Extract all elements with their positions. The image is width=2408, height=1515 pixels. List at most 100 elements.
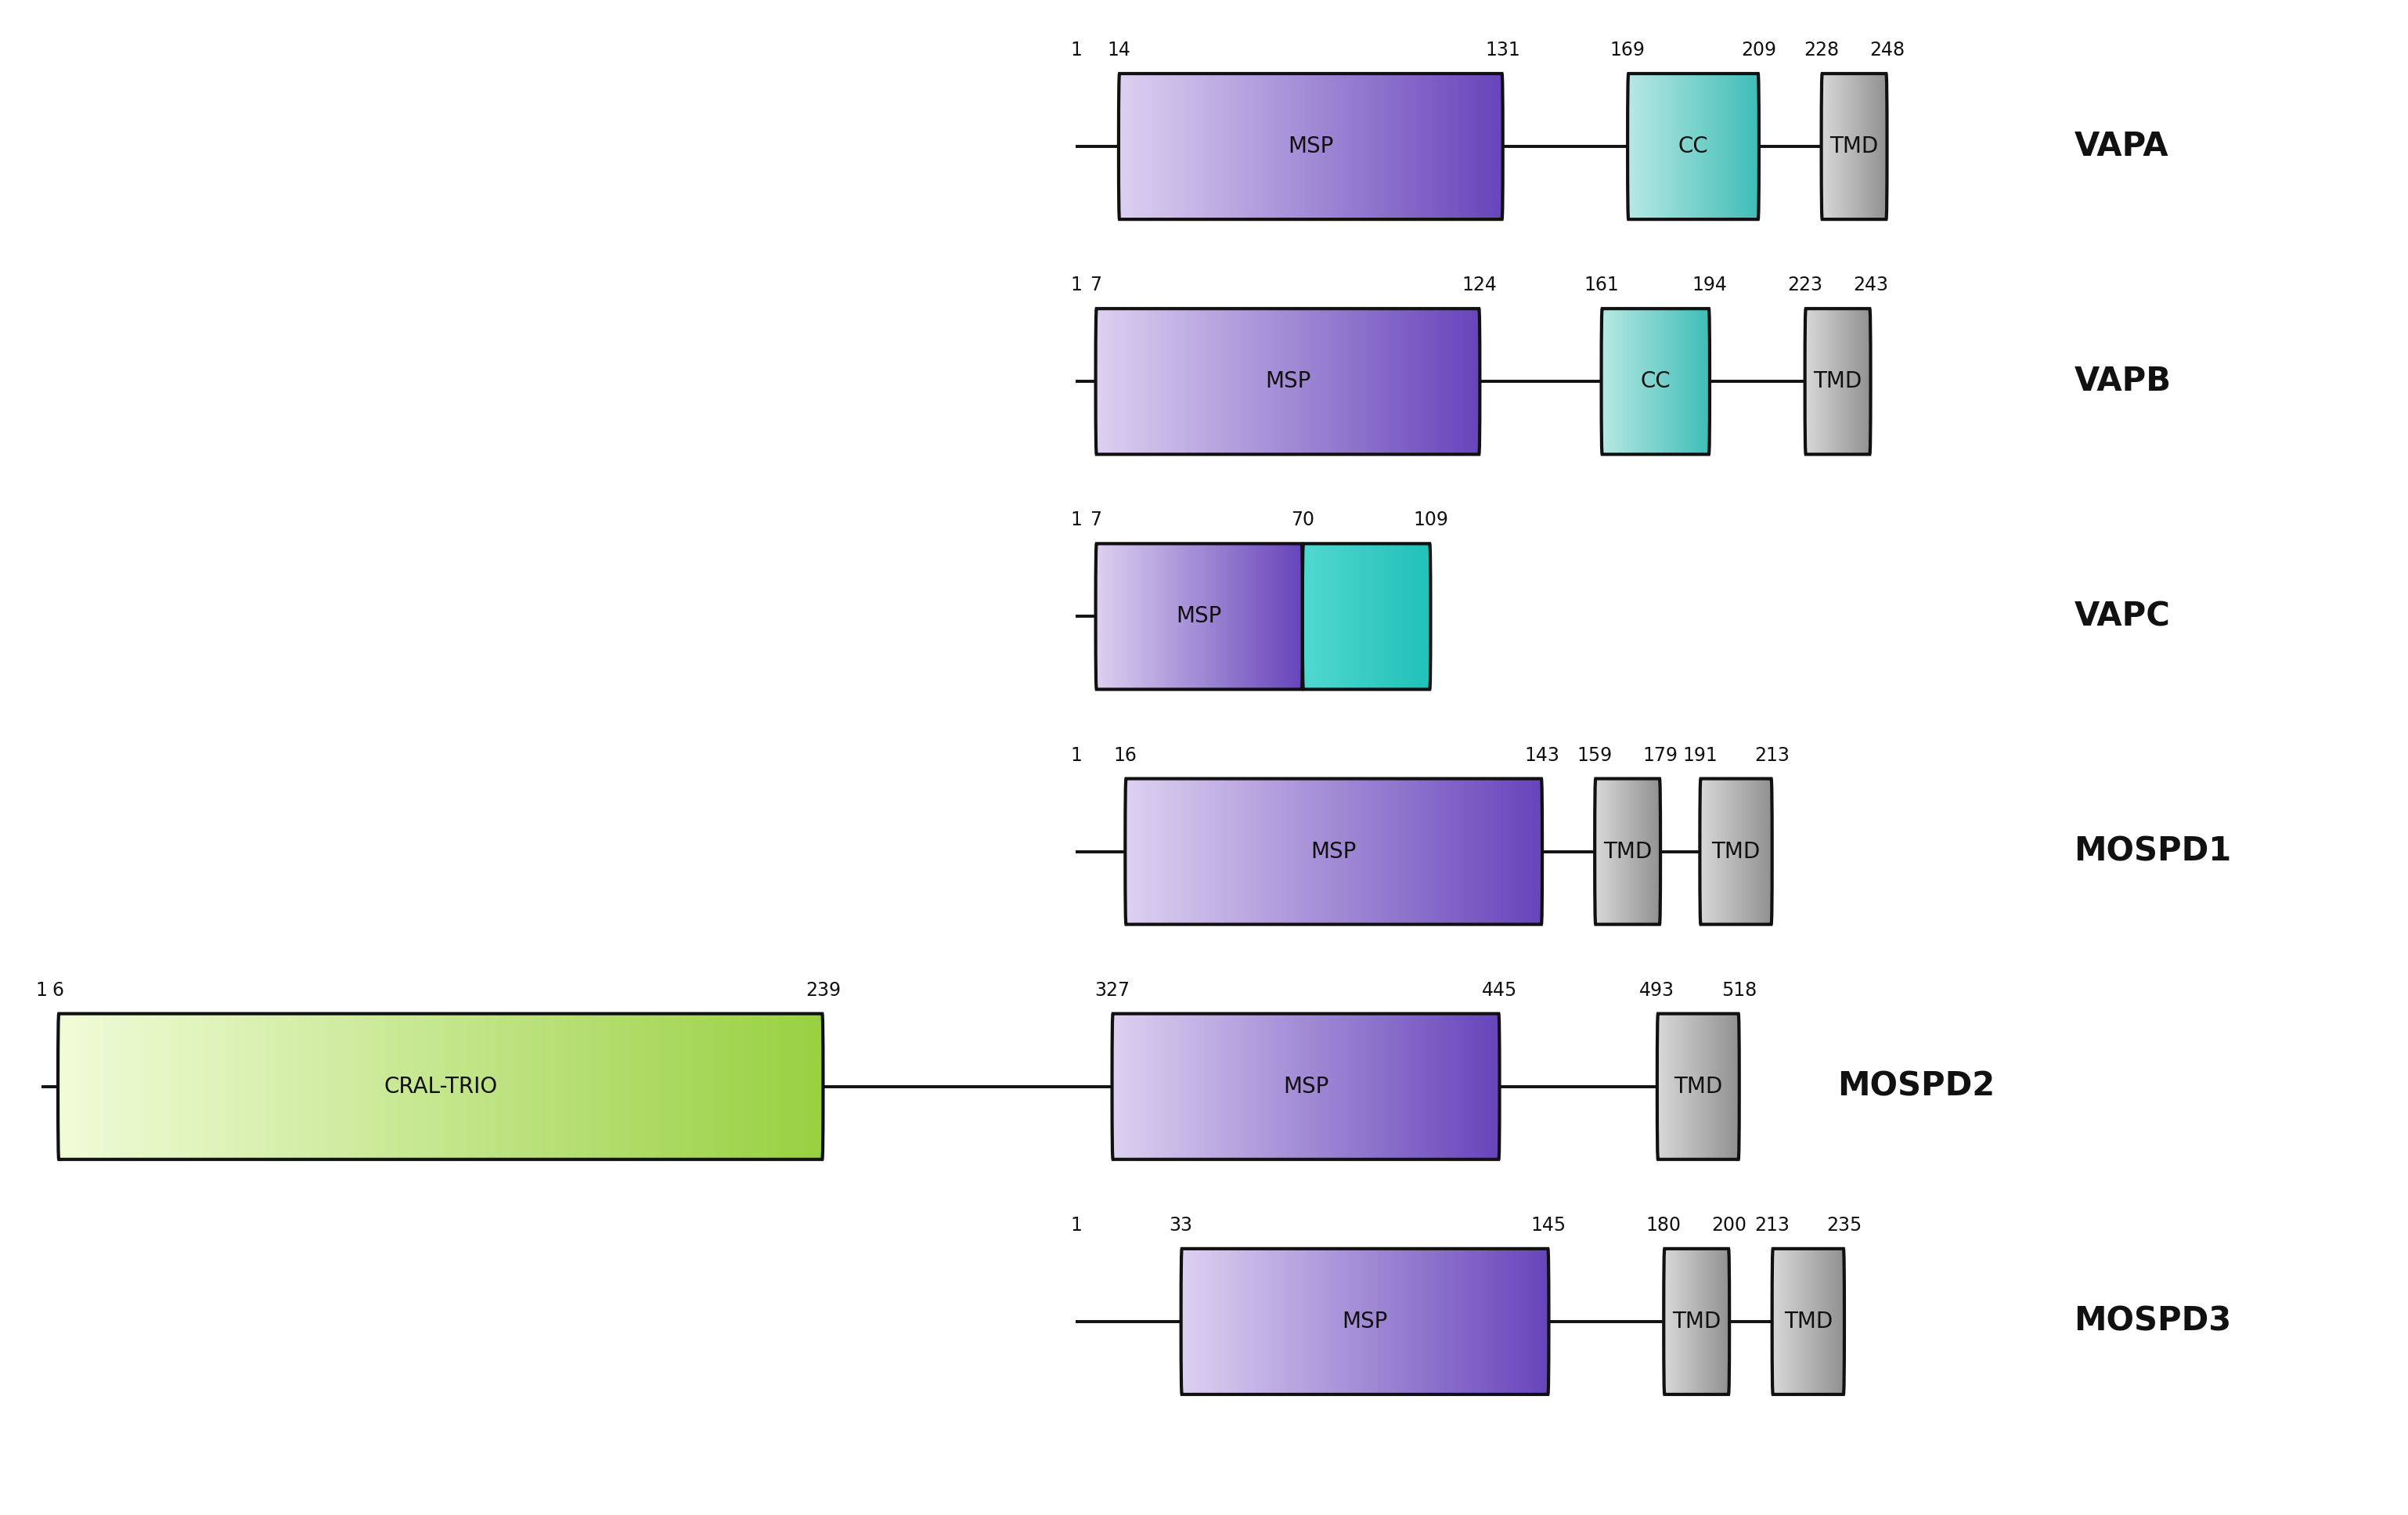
FancyBboxPatch shape [1664, 1248, 1729, 1394]
Bar [751, 1014, 754, 1159]
Bar [325, 1014, 330, 1159]
Bar [667, 1014, 669, 1159]
Bar [154, 1014, 157, 1159]
Bar [388, 1014, 390, 1159]
Bar [202, 1014, 207, 1159]
FancyBboxPatch shape [1772, 1248, 1845, 1394]
Bar [397, 1014, 402, 1159]
Text: 6: 6 [53, 980, 65, 1000]
Bar [807, 1014, 811, 1159]
Text: MOSPD1: MOSPD1 [2073, 835, 2232, 868]
Bar [258, 1014, 260, 1159]
Bar [123, 1014, 128, 1159]
Bar [778, 1014, 780, 1159]
Text: TMD: TMD [1674, 1076, 1722, 1097]
Bar [571, 1014, 576, 1159]
Bar [819, 1014, 824, 1159]
Text: 228: 228 [1804, 41, 1840, 59]
Text: 1: 1 [36, 980, 48, 1000]
Bar [636, 1014, 641, 1159]
Text: MSP: MSP [1310, 841, 1356, 862]
Bar [544, 1014, 549, 1159]
FancyBboxPatch shape [1125, 779, 1541, 924]
Text: 248: 248 [1869, 41, 1905, 59]
Text: 33: 33 [1170, 1217, 1192, 1235]
FancyBboxPatch shape [1628, 74, 1758, 220]
Bar [429, 1014, 433, 1159]
Bar [287, 1014, 291, 1159]
Bar [173, 1014, 176, 1159]
Bar [130, 1014, 135, 1159]
Bar [686, 1014, 689, 1159]
Bar [188, 1014, 193, 1159]
Bar [816, 1014, 819, 1159]
Text: 16: 16 [1112, 745, 1137, 765]
Text: 14: 14 [1108, 41, 1129, 59]
Bar [624, 1014, 628, 1159]
Bar [746, 1014, 751, 1159]
Text: MSP: MSP [1264, 371, 1310, 392]
Bar [720, 1014, 725, 1159]
Text: 131: 131 [1486, 41, 1519, 59]
Bar [759, 1014, 761, 1159]
Bar [609, 1014, 614, 1159]
FancyBboxPatch shape [1594, 779, 1662, 924]
Bar [417, 1014, 421, 1159]
Bar [380, 1014, 383, 1159]
FancyBboxPatch shape [58, 1014, 824, 1159]
Bar [739, 1014, 744, 1159]
Text: 1: 1 [1069, 745, 1081, 765]
Bar [402, 1014, 407, 1159]
Bar [421, 1014, 426, 1159]
Bar [291, 1014, 296, 1159]
Text: 243: 243 [1854, 276, 1888, 294]
Bar [108, 1014, 111, 1159]
Bar [734, 1014, 739, 1159]
Text: TMD: TMD [1830, 135, 1878, 158]
Bar [222, 1014, 226, 1159]
Text: 194: 194 [1693, 276, 1727, 294]
Text: 70: 70 [1291, 511, 1315, 530]
Text: 1: 1 [1069, 1217, 1081, 1235]
FancyBboxPatch shape [1096, 309, 1481, 454]
Bar [193, 1014, 195, 1159]
Bar [82, 1014, 84, 1159]
Bar [732, 1014, 734, 1159]
Bar [284, 1014, 287, 1159]
Bar [460, 1014, 465, 1159]
Bar [706, 1014, 708, 1159]
Bar [344, 1014, 349, 1159]
Bar [311, 1014, 315, 1159]
Text: 161: 161 [1584, 276, 1618, 294]
Bar [494, 1014, 498, 1159]
Bar [681, 1014, 686, 1159]
FancyBboxPatch shape [1112, 1014, 1500, 1159]
Bar [727, 1014, 732, 1159]
Text: 143: 143 [1524, 745, 1560, 765]
Text: 191: 191 [1683, 745, 1717, 765]
Text: 493: 493 [1640, 980, 1676, 1000]
Bar [181, 1014, 185, 1159]
Text: TMD: TMD [1712, 841, 1760, 862]
Bar [491, 1014, 494, 1159]
FancyBboxPatch shape [1806, 309, 1871, 454]
Bar [621, 1014, 624, 1159]
Bar [462, 1014, 467, 1159]
Text: 124: 124 [1462, 276, 1498, 294]
FancyBboxPatch shape [1820, 74, 1888, 220]
Bar [96, 1014, 101, 1159]
Text: 1: 1 [1069, 276, 1081, 294]
Text: TMD: TMD [1813, 371, 1861, 392]
Bar [356, 1014, 361, 1159]
Bar [89, 1014, 92, 1159]
Bar [539, 1014, 544, 1159]
Bar [267, 1014, 272, 1159]
Text: TMD: TMD [1784, 1310, 1832, 1333]
Bar [696, 1014, 701, 1159]
Text: TMD: TMD [1604, 841, 1652, 862]
Bar [792, 1014, 797, 1159]
Bar [63, 1014, 65, 1159]
Bar [773, 1014, 778, 1159]
Bar [657, 1014, 662, 1159]
Bar [566, 1014, 571, 1159]
